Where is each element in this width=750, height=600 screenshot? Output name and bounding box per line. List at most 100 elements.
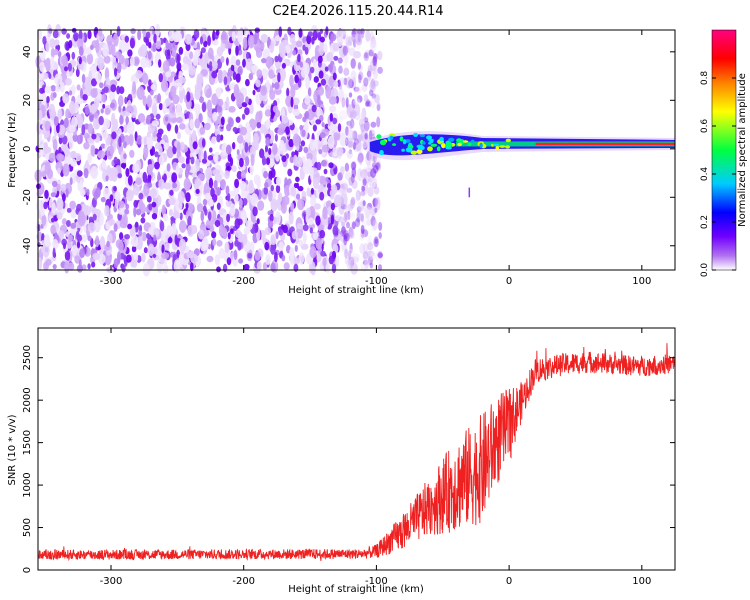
noise-dot bbox=[61, 193, 66, 202]
noise-dot bbox=[297, 49, 303, 56]
noise-dot bbox=[48, 73, 52, 80]
noise-dot bbox=[220, 31, 229, 44]
noise-dot bbox=[224, 241, 230, 253]
noise-dot bbox=[235, 45, 239, 56]
noise-dot bbox=[100, 196, 106, 203]
noise-dot bbox=[86, 188, 90, 196]
noise-dot bbox=[57, 167, 62, 175]
noise-dot bbox=[356, 156, 363, 163]
noise-dot bbox=[264, 182, 269, 189]
noise-dot bbox=[316, 161, 322, 171]
noise-dot bbox=[372, 56, 378, 68]
noise-dot bbox=[355, 190, 361, 201]
noise-dot bbox=[64, 261, 70, 274]
noise-dot bbox=[101, 93, 107, 103]
colorbar-tick-label: 0.8 bbox=[700, 71, 710, 86]
noise-dot bbox=[101, 159, 106, 169]
noise-dot bbox=[262, 262, 268, 271]
noise-dot bbox=[346, 104, 355, 118]
noise-dot bbox=[327, 217, 332, 224]
signal-blob bbox=[419, 134, 426, 138]
noise-dot bbox=[56, 198, 64, 211]
noise-dot bbox=[137, 29, 142, 41]
noise-dot bbox=[127, 49, 133, 57]
noise-dot bbox=[350, 221, 357, 229]
noise-dot bbox=[211, 70, 218, 79]
noise-dot bbox=[270, 237, 277, 245]
noise-dot bbox=[290, 202, 295, 212]
noise-dot bbox=[251, 64, 259, 74]
noise-dot bbox=[88, 216, 94, 222]
noise-dot bbox=[315, 215, 321, 226]
noise-dot bbox=[354, 218, 361, 228]
noise-dot bbox=[218, 98, 224, 107]
noise-dot bbox=[212, 169, 221, 176]
noise-dot bbox=[367, 64, 373, 73]
noise-dot bbox=[336, 147, 344, 157]
noise-dot bbox=[209, 199, 214, 207]
noise-dot bbox=[279, 44, 286, 58]
noise-dot bbox=[312, 231, 319, 241]
noise-dot bbox=[292, 49, 297, 56]
noise-dot bbox=[239, 180, 246, 191]
noise-dot bbox=[377, 252, 384, 258]
noise-dot bbox=[349, 111, 356, 120]
noise-dot bbox=[236, 149, 240, 156]
noise-dot bbox=[184, 33, 193, 45]
noise-dot bbox=[344, 215, 350, 226]
noise-dot bbox=[333, 132, 339, 140]
noise-dot bbox=[204, 192, 211, 201]
noise-dot bbox=[344, 52, 350, 64]
noise-dot bbox=[158, 178, 165, 190]
noise-dot bbox=[64, 78, 72, 86]
noise-dot bbox=[103, 86, 109, 94]
noise-dot bbox=[145, 31, 151, 39]
signal-blob bbox=[399, 136, 404, 142]
noise-dot bbox=[344, 257, 352, 265]
noise-dot bbox=[347, 256, 355, 269]
noise-dot bbox=[192, 53, 199, 66]
noise-dot bbox=[348, 92, 353, 98]
noise-dot bbox=[364, 49, 371, 59]
noise-dot bbox=[176, 53, 181, 63]
noise-dot bbox=[361, 205, 366, 213]
noise-dot bbox=[275, 231, 279, 240]
noise-dot bbox=[95, 71, 102, 83]
noise-dot bbox=[343, 232, 350, 242]
noise-dot bbox=[353, 253, 361, 261]
noise-dot bbox=[372, 164, 379, 174]
noise-dot bbox=[319, 132, 326, 139]
noise-dot bbox=[337, 172, 343, 181]
noise-dot bbox=[260, 123, 266, 134]
noise-dot bbox=[50, 217, 55, 223]
colorbar-tick-label: 0.6 bbox=[700, 119, 710, 134]
noise-dot bbox=[73, 32, 79, 41]
noise-dot bbox=[43, 146, 52, 154]
spectrum-noise-dots bbox=[34, 23, 384, 277]
noise-dot bbox=[118, 136, 122, 148]
noise-dot bbox=[345, 76, 353, 89]
noise-dot bbox=[193, 29, 200, 39]
noise-dot bbox=[76, 240, 81, 249]
noise-dot bbox=[340, 180, 349, 193]
noise-dot bbox=[207, 155, 214, 161]
noise-dot bbox=[188, 65, 197, 76]
noise-dot bbox=[161, 204, 166, 217]
noise-dot bbox=[361, 185, 366, 192]
noise-dot bbox=[344, 162, 350, 172]
noise-dot bbox=[335, 255, 340, 267]
noise-dot bbox=[346, 137, 354, 149]
noise-dot bbox=[129, 37, 135, 49]
noise-dot bbox=[340, 192, 348, 207]
noise-dot bbox=[321, 144, 330, 153]
noise-dot bbox=[360, 169, 368, 179]
noise-dot bbox=[70, 158, 77, 167]
noise-dot bbox=[377, 50, 383, 61]
noise-dot bbox=[370, 97, 376, 109]
noise-dot bbox=[157, 93, 162, 104]
y-tick-label: 1500 bbox=[22, 430, 33, 455]
noise-dot bbox=[58, 230, 65, 240]
noise-dot bbox=[117, 251, 122, 262]
noise-dot bbox=[185, 181, 192, 189]
noise-dot bbox=[361, 32, 365, 39]
